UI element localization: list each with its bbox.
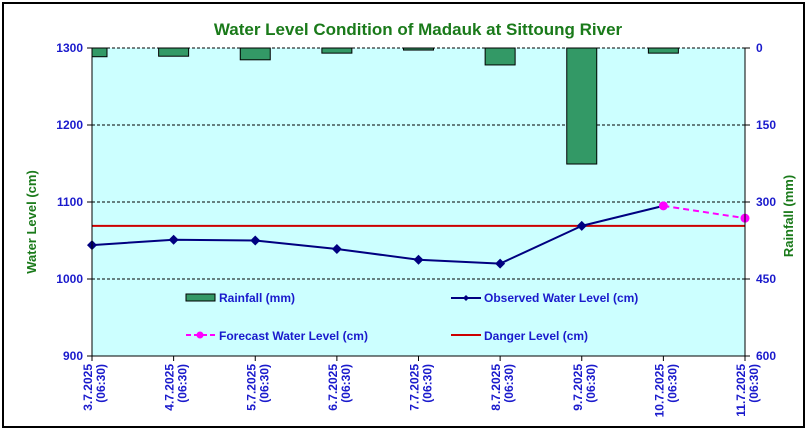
y-tick-label: 1200 (56, 118, 83, 132)
y2-axis-label: Rainfall (mm) (781, 175, 796, 257)
y-axis-label: Water Level (cm) (24, 170, 39, 274)
x-tick-label-date: 4.7.2025 (163, 364, 177, 411)
y2-tick-label: 450 (756, 272, 776, 286)
x-tick-label-date: 8.7.2025 (489, 364, 503, 411)
y2-tick-label: 600 (756, 349, 776, 363)
x-tick-label-time: (06:30) (747, 364, 761, 403)
series-lines (87, 201, 750, 269)
rainfall-bar (158, 47, 190, 57)
observed-point-marker (331, 243, 342, 254)
y-tick-label: 1000 (56, 272, 83, 286)
legend-forecast-marker (196, 331, 204, 339)
x-tick-label-time: (06:30) (257, 364, 271, 403)
x-tick-label-date: 3.7.2025 (81, 364, 95, 411)
x-tick-label: 11.7.2025 (06:30) (734, 364, 761, 417)
x-tick-label-date: 11.7.2025 (734, 364, 748, 417)
forecast-water-level-line (663, 204, 746, 220)
observed-point-marker (495, 258, 506, 269)
axes (87, 47, 750, 361)
rainfall-bar (239, 47, 271, 61)
rainfall-bar (566, 47, 598, 165)
x-tick-label: 3.7.2025 (06:30) (81, 364, 108, 411)
x-tick-label-time: (06:30) (94, 364, 108, 403)
rainfall-bars (91, 47, 679, 165)
y2-tick-label: 300 (756, 195, 776, 209)
x-tick-label-time: (06:30) (665, 364, 679, 403)
rainfall-bar (647, 47, 679, 54)
y2-tick-label: 0 (756, 41, 763, 55)
x-tick-label-date: 9.7.2025 (571, 364, 585, 411)
x-tick-label-time: (06:30) (176, 364, 190, 403)
legend-observed-label: Observed Water Level (cm) (484, 291, 638, 305)
y-tick-label: 1100 (57, 195, 83, 209)
x-tick-label-time: (06:30) (421, 364, 435, 403)
y-tick-label: 900 (63, 349, 83, 363)
x-tick-label: 8.7.2025 (06:30) (489, 364, 516, 411)
observed-point-marker (168, 234, 179, 245)
x-tick-label: 9.7.2025 (06:30) (571, 364, 598, 411)
forecast-point-marker (658, 201, 668, 211)
rainfall-bar (321, 47, 353, 54)
x-tick-label-date: 5.7.2025 (244, 364, 258, 411)
legend: Rainfall (mm) Observed Water Level (cm) Fo… (185, 291, 638, 343)
x-tick-label: 10.7.2025 (06:30) (652, 364, 679, 418)
observed-forecast-connector (581, 204, 664, 227)
observed-point-marker (250, 235, 261, 246)
x-tick-label: 4.7.2025 (06:30) (163, 364, 190, 411)
tick-labels: 900 1000 1100 1200 1300 0 150 300 450 600 3.7.2025… (56, 41, 776, 417)
rainfall-bar (484, 47, 516, 66)
x-tick-label: 5.7.2025 (06:30) (244, 364, 271, 411)
x-tick-label: 7.7.2025 (06:30) (408, 364, 435, 411)
y-tick-label: 1300 (56, 41, 83, 55)
legend-forecast-label: Forecast Water Level (cm) (219, 329, 368, 343)
x-tick-label-time: (06:30) (584, 364, 598, 403)
x-tick-label-time: (06:30) (339, 364, 353, 403)
x-tick-label-date: 6.7.2025 (326, 364, 340, 411)
x-tick-label-time: (06:30) (502, 364, 516, 403)
rainfall-bar (91, 47, 108, 58)
legend-rainfall-swatch (185, 293, 216, 302)
x-tick-label: 6.7.2025 (06:30) (326, 364, 353, 411)
legend-danger-label: Danger Level (cm) (484, 329, 588, 343)
legend-observed-marker (463, 295, 469, 301)
rainfall-bar (403, 47, 434, 51)
observed-point-marker (576, 220, 587, 231)
x-tick-label-date: 7.7.2025 (408, 364, 422, 411)
observed-point-marker (413, 254, 424, 265)
chart-title: Water Level Condition of Madauk at Sitto… (214, 20, 623, 39)
legend-rainfall-label: Rainfall (mm) (219, 291, 295, 305)
x-tick-label-date: 10.7.2025 (652, 364, 666, 418)
y2-tick-label: 150 (756, 118, 776, 132)
